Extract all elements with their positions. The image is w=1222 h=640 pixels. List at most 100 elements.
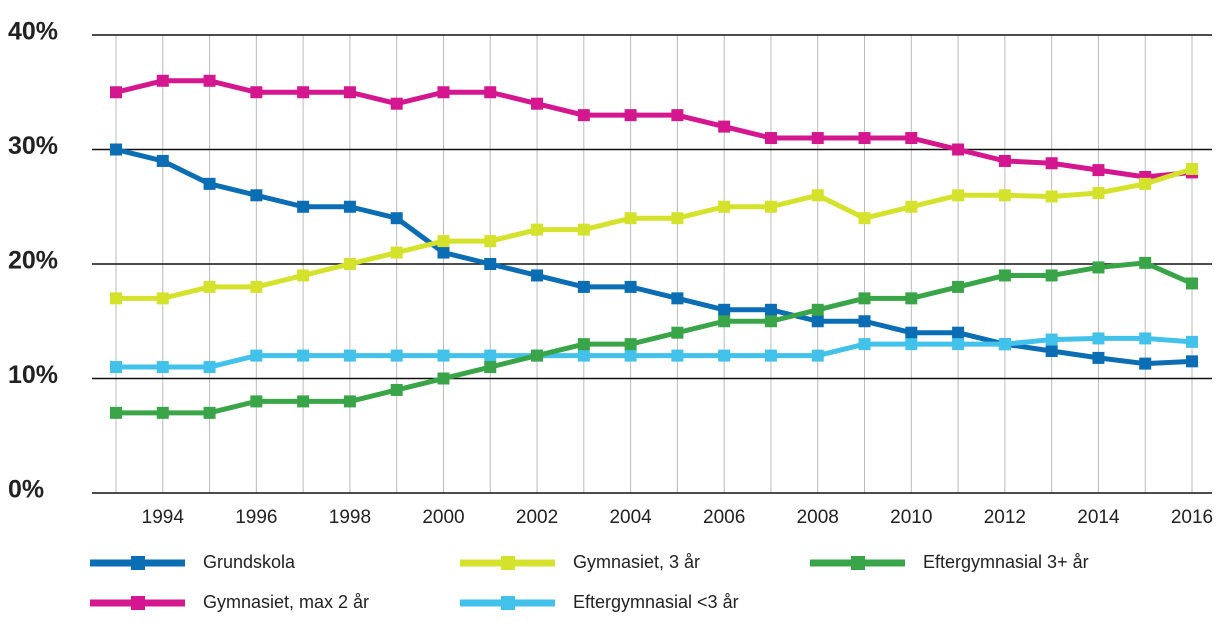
series-marker — [624, 338, 637, 351]
series-marker — [110, 86, 122, 99]
legend-label: Eftergymnasial 3+ år — [923, 552, 1089, 572]
series-line — [116, 166, 1193, 301]
series-marker — [1186, 277, 1198, 290]
series-marker — [110, 143, 122, 156]
series-marker — [624, 212, 637, 225]
series-marker — [156, 292, 169, 305]
series-marker — [250, 189, 263, 202]
series-marker — [764, 132, 777, 145]
series-marker — [952, 280, 965, 293]
series-marker — [718, 315, 731, 328]
x-tick-label: 2016 — [1171, 507, 1213, 528]
series-marker — [1092, 261, 1105, 274]
series-marker — [577, 338, 590, 351]
series-marker — [390, 246, 403, 259]
series-marker — [671, 212, 684, 225]
series-marker — [250, 395, 263, 408]
series-marker — [484, 235, 497, 248]
series-marker — [484, 86, 497, 99]
series-marker — [624, 280, 637, 293]
series-marker — [250, 349, 263, 362]
series-marker — [905, 200, 918, 213]
series-marker — [1186, 335, 1198, 348]
series-marker — [110, 292, 122, 305]
series-marker — [203, 406, 216, 419]
series-line — [116, 335, 1193, 370]
series-marker — [764, 200, 777, 213]
series-marker — [1045, 190, 1058, 203]
x-tick-label: 2006 — [703, 507, 745, 528]
series-marker — [1092, 187, 1105, 200]
x-tick-label: 2008 — [797, 507, 839, 528]
x-tick-label: 2004 — [609, 507, 652, 528]
series-marker — [718, 303, 731, 316]
series-marker — [905, 326, 918, 339]
series-line — [116, 260, 1194, 416]
x-tick-label: 2014 — [1077, 507, 1120, 528]
series-marker — [577, 223, 590, 236]
series-marker — [343, 349, 356, 362]
series-marker — [343, 200, 356, 213]
series-marker — [484, 361, 497, 374]
series-marker — [1139, 177, 1152, 190]
x-tick-label: 2010 — [890, 507, 932, 528]
series-marker — [998, 154, 1011, 167]
y-tick-label: 40% — [8, 18, 58, 46]
series-marker — [531, 269, 544, 282]
series-marker — [110, 406, 122, 419]
series-marker — [297, 349, 310, 362]
series-marker — [764, 303, 777, 316]
series-marker — [156, 154, 169, 167]
x-tick-label: 1998 — [329, 507, 371, 528]
series-marker — [858, 338, 871, 351]
series-marker — [437, 246, 450, 259]
series-marker — [156, 406, 169, 419]
series-marker — [671, 349, 684, 362]
series-marker — [671, 292, 684, 305]
series-marker — [390, 383, 403, 396]
series-marker — [952, 189, 965, 202]
x-tick-label: 2012 — [984, 507, 1026, 528]
series-marker — [531, 223, 544, 236]
series-marker — [811, 315, 824, 328]
series-marker — [343, 258, 356, 270]
legend-label: Grundskola — [203, 552, 296, 572]
series-marker — [858, 132, 871, 145]
series-marker — [1045, 157, 1058, 170]
legend-label: Gymnasiet, max 2 år — [203, 592, 369, 612]
series-marker — [484, 349, 497, 362]
series-marker — [952, 143, 965, 156]
series-marker — [437, 86, 450, 99]
series-marker — [998, 269, 1011, 282]
series-marker — [390, 97, 403, 110]
series-marker — [1092, 351, 1105, 364]
series-marker — [1139, 332, 1152, 345]
series-marker — [203, 361, 216, 374]
series-marker — [811, 349, 824, 362]
series-marker — [764, 315, 777, 328]
series-marker — [577, 280, 590, 293]
series-marker — [203, 280, 216, 293]
series-marker — [156, 361, 169, 374]
series-marker — [952, 326, 965, 339]
series-marker — [297, 395, 310, 408]
series-marker — [484, 258, 497, 270]
series-marker — [718, 200, 731, 213]
series-marker — [811, 132, 824, 145]
series-line — [115, 78, 1193, 180]
series-marker — [998, 338, 1011, 351]
series-marker — [390, 349, 403, 362]
series-marker — [811, 189, 824, 202]
series-marker — [764, 349, 777, 362]
series-marker — [905, 132, 918, 145]
series-marker — [1092, 332, 1105, 345]
series-marker — [858, 212, 871, 225]
series-marker — [577, 109, 590, 122]
series-marker — [1186, 355, 1198, 368]
series-marker — [952, 338, 965, 351]
series-marker — [297, 269, 310, 282]
series-marker — [531, 349, 544, 362]
legend-marker — [851, 556, 865, 570]
legend-label: Eftergymnasial <3 år — [573, 592, 739, 612]
